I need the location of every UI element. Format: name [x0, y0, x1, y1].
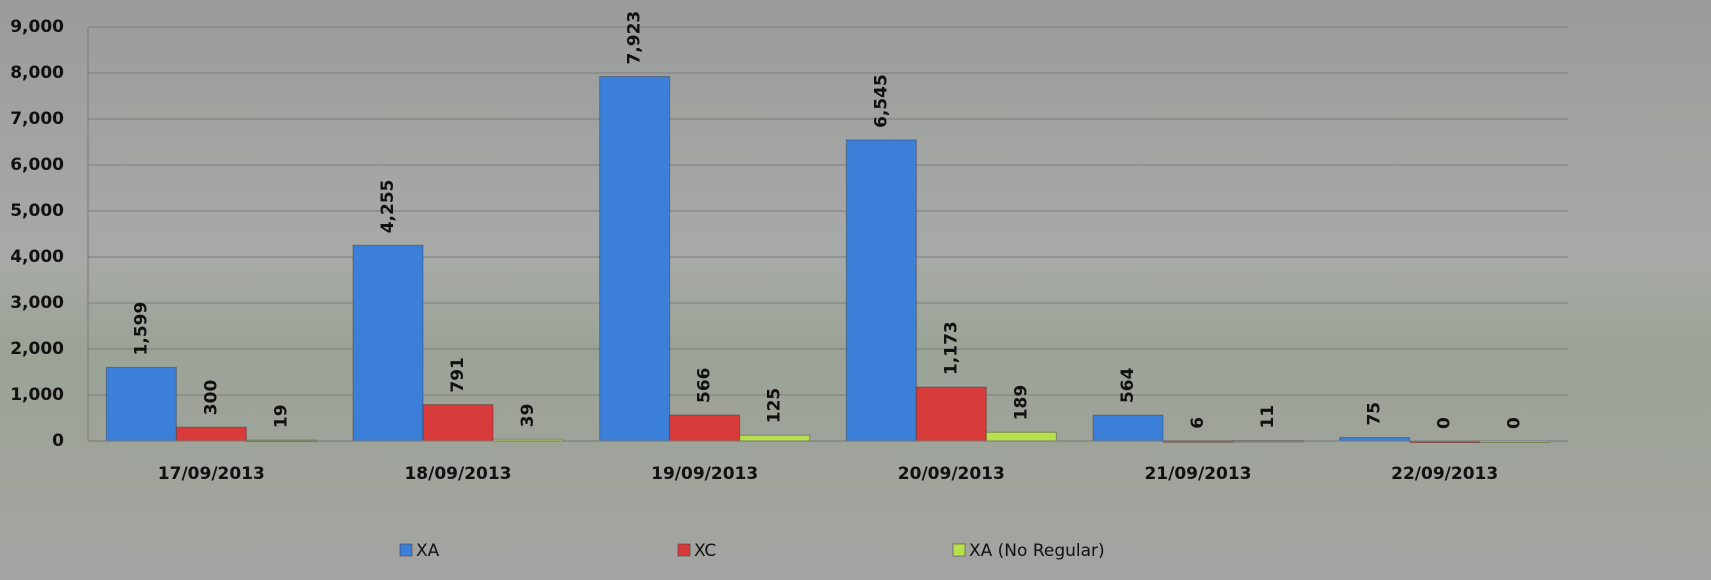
- legend-swatch: [400, 544, 412, 556]
- legend-swatch: [953, 544, 965, 556]
- data-label: 0: [1435, 417, 1455, 429]
- bar: [1340, 438, 1410, 441]
- data-label: 75: [1365, 402, 1385, 426]
- bar: [106, 367, 176, 441]
- legend-swatch: [678, 544, 690, 556]
- data-label: 11: [1258, 405, 1278, 429]
- x-tick-label: 21/09/2013: [1144, 464, 1251, 484]
- legend-label: XA: [416, 541, 440, 561]
- y-tick-label: 7,000: [10, 109, 64, 129]
- y-tick-label: 5,000: [10, 201, 64, 221]
- data-label: 564: [1118, 367, 1138, 403]
- data-label: 19: [271, 404, 291, 428]
- bar: [423, 405, 493, 441]
- bar: [670, 415, 740, 441]
- y-tick-label: 0: [52, 431, 64, 451]
- x-tick-label: 18/09/2013: [404, 464, 511, 484]
- data-label: 1,599: [131, 302, 151, 356]
- bar: [846, 140, 916, 441]
- data-label: 0: [1505, 417, 1525, 429]
- data-label: 125: [765, 388, 785, 424]
- data-label: 189: [1011, 385, 1031, 420]
- page: {"chart_data": {"type": "bar", "categori…: [0, 0, 1711, 580]
- chart: 0 1,000 2,000 3,000 4,000 5,000 6,000 7,000 8,00…: [0, 0, 1711, 580]
- bar: [740, 435, 810, 441]
- x-tick-label: 22/09/2013: [1391, 464, 1498, 484]
- data-label: 1,173: [941, 321, 961, 375]
- y-tick-label: 8,000: [10, 63, 64, 83]
- data-label: 6,545: [871, 74, 891, 128]
- x-tick-label: 17/09/2013: [158, 464, 265, 484]
- y-tick-label: 4,000: [10, 247, 64, 267]
- bar: [600, 77, 670, 441]
- y-tick-label: 2,000: [10, 339, 64, 359]
- legend-label: XC: [694, 541, 716, 561]
- data-label: 791: [448, 357, 468, 393]
- bar: [353, 245, 423, 441]
- bar: [176, 427, 246, 441]
- y-tick-label: 3,000: [10, 293, 64, 313]
- data-label: 4,255: [378, 179, 398, 233]
- data-label: 566: [695, 367, 715, 403]
- legend-label: XA (No Regular): [969, 541, 1105, 561]
- bar: [1093, 415, 1163, 441]
- data-label: 300: [201, 380, 221, 416]
- x-tick-label: 20/09/2013: [898, 464, 1005, 484]
- x-tick-label: 19/09/2013: [651, 464, 758, 484]
- bar: [986, 432, 1056, 441]
- data-label: 39: [518, 404, 538, 428]
- y-tick-label: 9,000: [10, 17, 64, 37]
- y-tick-label: 1,000: [10, 385, 64, 405]
- data-label: 6: [1188, 417, 1208, 429]
- bar: [916, 387, 986, 441]
- data-label: 7,923: [625, 11, 645, 65]
- y-tick-label: 6,000: [10, 155, 64, 175]
